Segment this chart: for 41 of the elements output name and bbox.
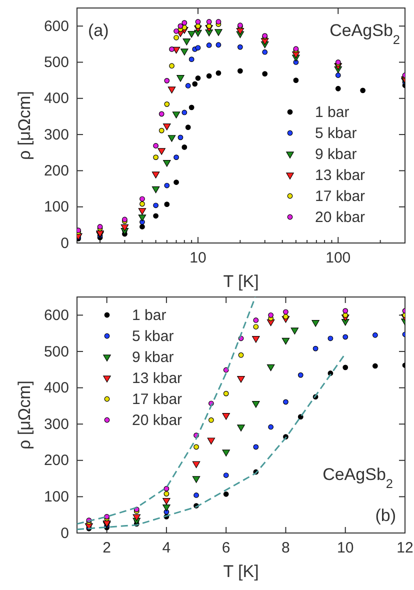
y-tick-label: 0 (60, 524, 69, 542)
y-tick-label: 300 (44, 416, 69, 433)
x-tick-label: 10 (190, 250, 206, 267)
legend-label: 17 kbar (315, 188, 366, 205)
x-axis-title: T [K] (223, 562, 259, 581)
y-tick-label: 200 (44, 162, 69, 180)
x-tick-label: 2 (102, 540, 111, 557)
y-tick-label: 600 (44, 306, 69, 324)
legend-label: 20 kbar (132, 412, 182, 429)
y-tick-label: 100 (44, 198, 69, 216)
y-tick-label: 600 (44, 18, 69, 35)
y-tick-label: 500 (44, 343, 69, 360)
annotation: CeAgSb$_{2}$ (322, 465, 393, 490)
x-tick-label: 4 (162, 540, 171, 557)
x-tick-label: 6 (222, 540, 230, 557)
x-tick-label: 10 (337, 540, 354, 557)
legend-label: 1 bar (132, 307, 166, 324)
legend-label: 5 kbar (132, 328, 174, 345)
y-tick-label: 0 (60, 234, 69, 252)
legend-label: 1 bar (315, 104, 350, 121)
legend-label: 9 kbar (132, 349, 174, 366)
x-axis-title: T [K] (223, 272, 259, 291)
annotation: (a) (88, 21, 109, 40)
annotation: CeAgSb$_{2}$ (330, 21, 400, 46)
x-tick-label: 12 (396, 540, 414, 557)
y-tick-label: 300 (44, 126, 69, 144)
y-tick-label: 500 (44, 54, 69, 72)
legend-label: 17 kbar (132, 391, 182, 408)
legend-label: 5 kbar (315, 125, 357, 142)
y-tick-label: 100 (44, 488, 69, 506)
y-tick-label: 200 (44, 452, 69, 470)
y-tick-label: 400 (44, 90, 69, 108)
legend-label: 13 kbar (315, 167, 366, 184)
y-axis-title: ρ [μΩcm] (15, 380, 34, 450)
y-axis-title: ρ [μΩcm] (15, 90, 34, 160)
legend-label: 20 kbar (315, 209, 366, 226)
legend-label: 13 kbar (132, 370, 182, 387)
legend-label: 9 kbar (315, 146, 357, 163)
annotation: (b) (375, 506, 396, 525)
x-tick-label: 8 (282, 540, 290, 557)
y-tick-label: 400 (44, 380, 69, 397)
